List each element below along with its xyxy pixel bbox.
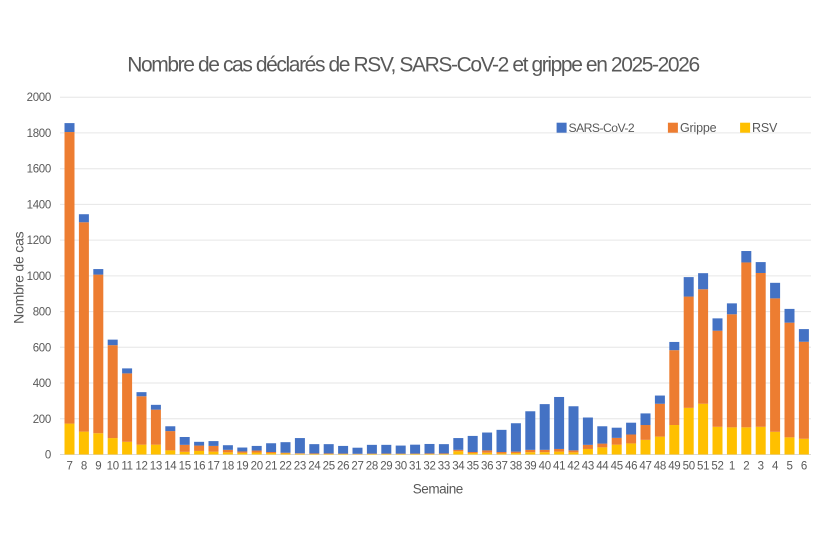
svg-text:48: 48 xyxy=(654,461,666,473)
svg-text:Grippe: Grippe xyxy=(680,121,717,135)
svg-text:13: 13 xyxy=(150,461,162,473)
svg-text:42: 42 xyxy=(567,461,579,473)
svg-text:2: 2 xyxy=(743,461,749,473)
svg-text:29: 29 xyxy=(380,461,392,473)
svg-text:600: 600 xyxy=(33,342,51,354)
svg-text:33: 33 xyxy=(438,461,450,473)
svg-text:8: 8 xyxy=(81,461,87,473)
svg-text:23: 23 xyxy=(294,461,306,473)
svg-text:19: 19 xyxy=(236,461,248,473)
svg-text:35: 35 xyxy=(467,461,479,473)
svg-text:49: 49 xyxy=(668,461,680,473)
svg-text:24: 24 xyxy=(308,461,321,473)
svg-text:14: 14 xyxy=(164,461,177,473)
svg-text:50: 50 xyxy=(683,461,695,473)
svg-text:SARS-CoV-2: SARS-CoV-2 xyxy=(569,121,635,135)
svg-text:6: 6 xyxy=(801,461,807,473)
svg-text:34: 34 xyxy=(452,461,465,473)
svg-text:400: 400 xyxy=(33,378,51,390)
svg-text:3: 3 xyxy=(758,461,764,473)
svg-text:51: 51 xyxy=(697,461,709,473)
svg-text:25: 25 xyxy=(323,461,335,473)
svg-text:18: 18 xyxy=(222,461,234,473)
svg-text:17: 17 xyxy=(207,461,219,473)
svg-text:31: 31 xyxy=(409,461,421,473)
svg-text:28: 28 xyxy=(366,461,378,473)
svg-text:RSV: RSV xyxy=(752,121,778,135)
svg-text:Nombre de cas: Nombre de cas xyxy=(11,231,27,324)
svg-text:16: 16 xyxy=(193,461,205,473)
svg-text:22: 22 xyxy=(279,461,291,473)
svg-text:47: 47 xyxy=(639,461,651,473)
svg-text:11: 11 xyxy=(121,461,132,473)
svg-text:1000: 1000 xyxy=(27,271,51,283)
svg-text:38: 38 xyxy=(510,461,522,473)
svg-text:15: 15 xyxy=(179,461,191,473)
svg-text:52: 52 xyxy=(711,461,723,473)
svg-text:0: 0 xyxy=(45,450,51,462)
svg-text:1400: 1400 xyxy=(27,199,51,211)
svg-text:26: 26 xyxy=(337,461,349,473)
svg-text:46: 46 xyxy=(625,461,637,473)
svg-text:2000: 2000 xyxy=(27,92,51,104)
svg-text:37: 37 xyxy=(495,461,507,473)
svg-text:32: 32 xyxy=(423,461,435,473)
svg-text:Nombre de cas déclarés de RSV,: Nombre de cas déclarés de RSV, SARS-CoV-… xyxy=(127,54,699,77)
svg-text:800: 800 xyxy=(33,307,51,319)
svg-text:45: 45 xyxy=(611,461,623,473)
svg-text:41: 41 xyxy=(553,461,565,473)
svg-text:44: 44 xyxy=(596,461,609,473)
svg-text:30: 30 xyxy=(395,461,407,473)
svg-text:40: 40 xyxy=(539,461,551,473)
svg-text:20: 20 xyxy=(251,461,263,473)
svg-text:1800: 1800 xyxy=(27,128,51,140)
svg-text:10: 10 xyxy=(107,461,119,473)
svg-text:21: 21 xyxy=(265,461,277,473)
svg-text:12: 12 xyxy=(135,461,147,473)
svg-text:36: 36 xyxy=(481,461,493,473)
svg-text:5: 5 xyxy=(786,461,792,473)
svg-text:4: 4 xyxy=(772,461,779,473)
svg-text:1600: 1600 xyxy=(27,164,51,176)
svg-text:27: 27 xyxy=(351,461,363,473)
svg-text:200: 200 xyxy=(33,414,51,426)
svg-text:7: 7 xyxy=(66,461,72,473)
svg-text:43: 43 xyxy=(582,461,594,473)
svg-text:1: 1 xyxy=(729,461,735,473)
svg-text:Semaine: Semaine xyxy=(413,482,463,497)
svg-text:39: 39 xyxy=(524,461,536,473)
svg-text:1200: 1200 xyxy=(27,235,51,247)
svg-text:9: 9 xyxy=(95,461,101,473)
